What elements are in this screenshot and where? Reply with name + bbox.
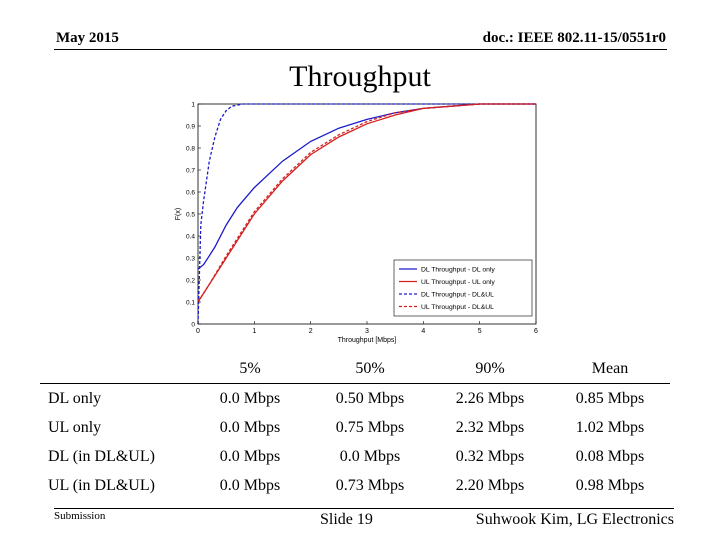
x-axis-label: Throughput [Mbps] [338,337,397,344]
table-header-row: 5% 50% 90% Mean [40,354,670,384]
table-header-cell [40,354,190,384]
x-tick-label: 0 [196,328,200,335]
series-layer [197,103,536,325]
y-tick-label: 0.5 [186,212,195,219]
table-cell: 0.0 Mbps [339,447,401,465]
chart-svg: 0 1 2 3 4 5 6 0 0.1 0.2 0.3 0.4 0.5 0.6 0.7 0.8 0.9 1 Thro… [175,102,538,345]
table-row-label: UL only [48,418,102,436]
table-cell: 2.32 Mbps [455,418,525,436]
table-header-cell: 5% [190,354,310,384]
table-cell: 0.08 Mbps [575,447,645,465]
y-tick-label: 0.7 [186,168,195,175]
throughput-cdf-chart: 0 1 2 3 4 5 6 0 0.1 0.2 0.3 0.4 0.5 0.6 0.7 0.8 0.9 1 Thro… [170,92,550,350]
table-header-cell: 50% [310,354,430,384]
header-date: May 2015 [56,30,119,46]
table-header-cell: 90% [430,354,550,384]
table-cell: 0.0 Mbps [219,476,281,494]
footer-submission: Submission [54,510,106,522]
x-tick-label: 3 [365,328,369,335]
y-tick-label: 0.2 [186,278,195,285]
x-tick-label: 2 [309,328,313,335]
legend: DL Throughput - DL only UL Throughput - U… [393,259,533,317]
table-cell: 2.26 Mbps [455,389,525,407]
table-cell: 0.50 Mbps [335,389,405,407]
y-tick-label: 0.4 [186,234,195,241]
table-cell: 0.32 Mbps [455,447,525,465]
x-tick-label: 1 [252,328,256,335]
table-row: DL (in DL&UL) 0.0 Mbps 0.0 Mbps 0.32 Mbp… [40,442,670,471]
table-cell: 0.0 Mbps [219,418,281,436]
axis-layer: 0 1 2 3 4 5 6 0 0.1 0.2 0.3 0.4 0.5 0.6 0.7 0.8 0.9 1 Thro… [175,102,538,345]
footer-author: Suhwook Kim, LG Electronics [475,511,674,528]
table-cell: 0.85 Mbps [575,389,645,407]
legend-label: DL Throughput - DL&UL [421,292,494,299]
header-doc-id: doc.: IEEE 802.11-15/0551r0 [482,30,666,46]
y-tick-label: 0.8 [186,146,195,153]
legend-label: UL Throughput - UL only [421,279,495,286]
legend-label: DL Throughput - DL only [421,267,495,274]
table-cell: 0.98 Mbps [575,476,645,494]
table-cell: 0.73 Mbps [335,476,405,494]
y-tick-label: 0.1 [186,300,195,307]
table-cell: 2.20 Mbps [455,476,525,494]
y-tick-label: 0 [191,322,195,329]
legend-label: UL Throughput - DL&UL [421,304,494,311]
table-row: DL only 0.0 Mbps 0.50 Mbps 2.26 Mbps 0.8… [40,384,670,414]
throughput-table: 5% 50% 90% Mean DL only 0.0 Mbps 0.50 Mb… [40,354,670,500]
y-tick-label: 0.3 [186,256,195,263]
table-cell: 1.02 Mbps [575,418,645,436]
x-tick-label: 4 [421,328,425,335]
series-line-3 [197,103,536,325]
y-tick-label: 0.9 [186,124,195,131]
table-row-label: DL only [48,389,102,407]
table-cell: 0.75 Mbps [335,418,405,436]
table-row: UL (in DL&UL) 0.0 Mbps 0.73 Mbps 2.20 Mb… [40,471,670,500]
y-tick-label: 0.6 [186,190,195,197]
y-tick-label: 1 [191,102,195,109]
table-row: UL only 0.0 Mbps 0.75 Mbps 2.32 Mbps 1.0… [40,413,670,442]
footer-rule [54,508,674,509]
series-line-4 [197,103,536,303]
table-cell: 0.0 Mbps [219,447,281,465]
table-row-label: UL (in DL&UL) [48,476,155,494]
table-header-cell: Mean [550,354,670,384]
footer-slide-number: Slide 19 [320,511,373,528]
table-row-label: DL (in DL&UL) [48,447,155,465]
header-rule [54,49,667,50]
slide-title: Throughput [289,60,431,93]
y-axis-label: F(x) [175,208,182,220]
x-tick-label: 5 [478,328,482,335]
table-cell: 0.0 Mbps [219,389,281,407]
x-tick-label: 6 [534,328,538,335]
